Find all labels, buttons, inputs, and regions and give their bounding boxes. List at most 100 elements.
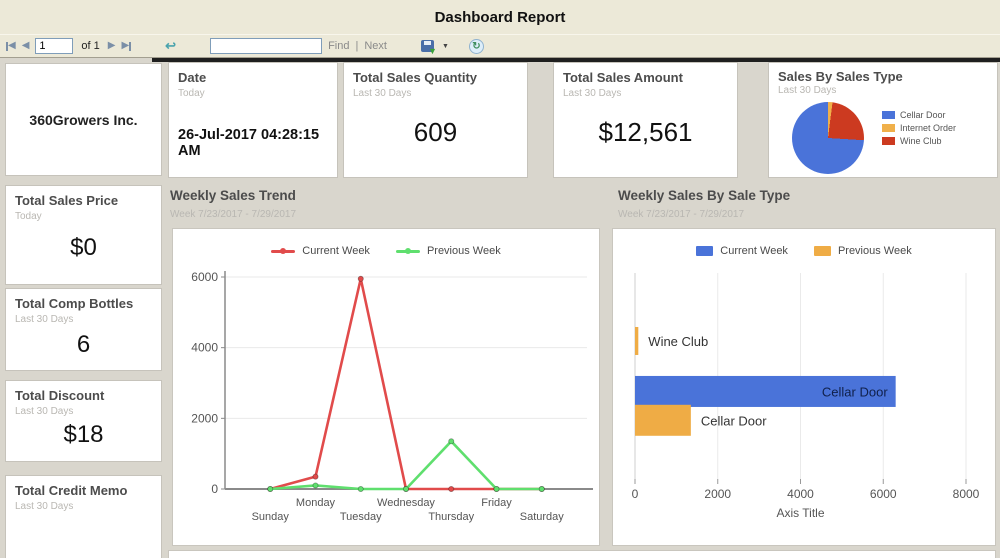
legend-marker	[395, 247, 420, 254]
dashboard-content: 360Growers Inc. Total Sales Price Today …	[0, 58, 1000, 558]
svg-text:Friday: Friday	[481, 497, 512, 509]
legend-label: Current Week	[720, 245, 788, 257]
svg-text:Wednesday: Wednesday	[377, 497, 435, 509]
next-page-icon[interactable]: ▶	[107, 40, 116, 51]
weekly-sales-trend-chart: 0 2000 4000 6000 Sunday Monday Tuesday Wednesda…	[173, 229, 599, 547]
card-title: Total Comp Bottles	[15, 296, 134, 311]
pie-legend: Cellar Door Internet Order Wine Club	[882, 110, 956, 146]
svg-text:0: 0	[632, 487, 639, 501]
card-subtitle: Last 30 Days	[353, 88, 412, 99]
legend-label: Current Week	[302, 245, 370, 257]
weekly-sales-by-sale-type-chart: 0 2000 4000 6000 8000 Axis Title Wine Club Cell…	[613, 229, 995, 547]
legend-marker	[696, 246, 714, 256]
weekly-sales-by-sale-type-panel: Current Week Previous Week 0 2000 4000 6000 8…	[612, 228, 996, 546]
svg-text:4000: 4000	[191, 341, 218, 355]
page-count-label: of 1	[81, 40, 100, 52]
pie-legend-item: Cellar Door	[882, 110, 956, 120]
pie-legend-item: Internet Order	[882, 123, 956, 133]
card-subtitle: Last 30 Days	[563, 88, 622, 99]
find-next-separator: |	[355, 40, 359, 52]
total-sales-quantity-card: Total Sales Quantity Last 30 Days 609	[343, 62, 528, 178]
export-icon[interactable]: ▼	[420, 40, 437, 56]
svg-text:Saturday: Saturday	[520, 511, 565, 523]
company-name: 360Growers Inc.	[29, 111, 138, 128]
first-page-icon[interactable]: ◀	[6, 40, 16, 51]
card-subtitle: Last 30 Days	[15, 501, 74, 512]
report-top-divider	[152, 58, 1000, 62]
svg-text:4000: 4000	[787, 487, 814, 501]
card-title: Date	[178, 70, 207, 85]
last-page-icon[interactable]: ▶	[121, 40, 132, 51]
card-value: 6	[76, 331, 91, 358]
by-type-section-title: Weekly Sales By Sale Type	[618, 188, 791, 203]
legend-marker	[271, 247, 296, 254]
card-value: 609	[413, 117, 458, 147]
legend-label: Wine Club	[900, 136, 942, 146]
date-value: 26-Jul-2017 04:28:15 AM	[178, 127, 320, 159]
export-dropdown-icon[interactable]: ▼	[441, 42, 449, 50]
legend-swatch	[882, 111, 895, 119]
total-discount-card: Total Discount Last 30 Days $18	[5, 380, 162, 462]
svg-text:Cellar Door: Cellar Door	[701, 413, 767, 428]
svg-text:6000: 6000	[870, 487, 897, 501]
refresh-icon[interactable]: ↻	[468, 38, 484, 54]
card-title: Total Sales Quantity	[353, 70, 478, 85]
svg-text:Thursday: Thursday	[428, 511, 474, 523]
legend-label: Cellar Door	[900, 110, 946, 120]
card-value: $12,561	[598, 117, 693, 147]
svg-text:2000: 2000	[704, 487, 731, 501]
svg-text:Cellar Door: Cellar Door	[822, 384, 888, 399]
trend-section-subtitle: Week 7/23/2017 - 7/29/2017	[170, 209, 297, 220]
svg-text:Axis Title: Axis Title	[776, 506, 824, 520]
next-report-row-edge	[168, 550, 996, 558]
sales-by-sales-type-card: Sales By Sales Type Last 30 Days Cellar …	[768, 62, 998, 178]
svg-text:6000: 6000	[191, 270, 218, 284]
svg-text:Monday: Monday	[296, 497, 336, 509]
card-value: $0	[70, 234, 97, 261]
find-input[interactable]	[210, 38, 323, 54]
title-bar: Dashboard Report	[0, 0, 1000, 34]
total-sales-price-card: Total Sales Price Today $0	[5, 185, 162, 285]
page-title: Dashboard Report	[434, 8, 566, 26]
card-title: Total Sales Amount	[563, 70, 683, 85]
svg-text:Sunday: Sunday	[252, 511, 290, 523]
trend-section-title: Weekly Sales Trend	[170, 188, 296, 203]
legend-item: Current Week	[696, 245, 788, 257]
card-subtitle: Last 30 Days	[15, 406, 74, 417]
previous-page-icon[interactable]: ◀	[21, 40, 30, 51]
card-title: Total Credit Memo	[15, 483, 128, 498]
card-value: $18	[63, 421, 104, 448]
svg-text:0: 0	[211, 482, 218, 496]
date-card: Date Today 26-Jul-2017 04:28:15 AM	[168, 62, 338, 178]
card-subtitle: Today	[15, 211, 42, 222]
card-title: Sales By Sales Type	[778, 69, 903, 84]
pie-legend-item: Wine Club	[882, 136, 956, 146]
page-number-input[interactable]	[35, 38, 74, 54]
legend-label: Previous Week	[837, 245, 912, 257]
by-type-section-subtitle: Week 7/23/2017 - 7/29/2017	[618, 209, 745, 220]
report-toolbar: ◀ ◀ of 1 ▶ ▶ ↩ Find | Next ▼ ▼ ↻	[0, 34, 1000, 58]
legend-swatch	[882, 137, 895, 145]
card-title: Total Sales Price	[15, 193, 119, 208]
legend-label: Internet Order	[900, 123, 957, 133]
legend-item: Current Week	[271, 245, 370, 257]
by-type-legend: Current Week Previous Week	[613, 245, 995, 257]
next-link[interactable]: Next	[364, 40, 387, 52]
trend-legend: Current Week Previous Week	[173, 245, 599, 257]
legend-item: Previous Week	[813, 245, 912, 257]
legend-item: Previous Week	[395, 245, 501, 257]
card-subtitle: Last 30 Days	[778, 85, 837, 96]
legend-marker	[813, 246, 831, 256]
legend-label: Previous Week	[426, 245, 501, 257]
legend-swatch	[882, 124, 895, 132]
svg-text:Tuesday: Tuesday	[340, 511, 382, 523]
card-title: Total Discount	[15, 388, 105, 403]
card-subtitle: Today	[178, 88, 205, 99]
svg-text:Wine Club: Wine Club	[648, 334, 708, 349]
company-card: 360Growers Inc.	[5, 63, 162, 176]
card-subtitle: Last 30 Days	[15, 314, 74, 325]
find-link[interactable]: Find	[328, 40, 350, 52]
total-credit-memo-card: Total Credit Memo Last 30 Days	[5, 475, 162, 558]
back-to-parent-icon[interactable]: ↩	[165, 38, 177, 53]
weekly-sales-trend-panel: Current Week Previous Week 0 2000 4000 6000 S…	[172, 228, 600, 546]
